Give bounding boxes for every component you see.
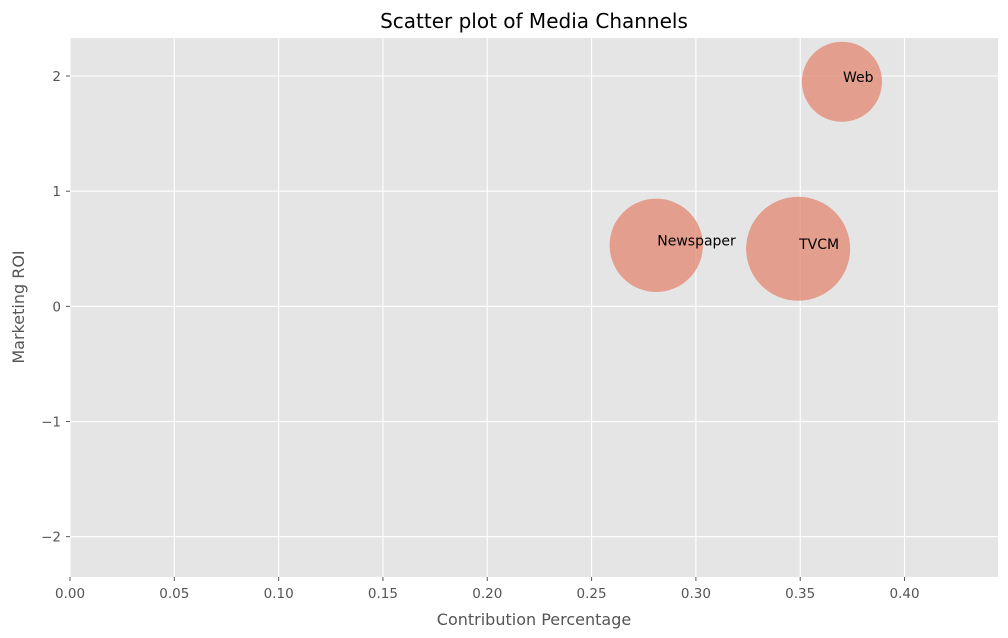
x-axis: 0.00 0.05 0.10 0.15 0.20 0.25 0.30 0.35 0.40 [55,577,920,602]
y-tick-label: −2 [41,530,61,546]
plot-area [70,38,998,577]
x-tick-label: 0.25 [577,586,607,602]
y-tick-label: 2 [52,69,61,85]
x-tick-label: 0.20 [472,586,502,602]
y-tick-label: −1 [41,415,61,431]
x-tick-label: 0.30 [681,586,711,602]
bubble-labels: Newspaper TVCM Web [657,70,873,253]
bubble-newspaper [609,198,703,292]
bubble-label-web: Web [843,70,874,86]
bubbles [609,41,882,301]
y-tick-label: 0 [52,299,61,315]
x-tick-label: 0.05 [159,586,189,602]
bubble-label-tvcm: TVCM [798,237,839,253]
x-tick-label: 0.35 [785,586,815,602]
x-axis-label: Contribution Percentage [437,610,631,629]
x-tick-label: 0.10 [264,586,294,602]
x-tick-label: 0.00 [55,586,85,602]
bubble-web [801,41,882,122]
y-tick-label: 1 [52,184,61,200]
y-axis: −2 −1 0 1 2 [41,69,70,546]
chart-title: Scatter plot of Media Channels [380,9,688,33]
x-tick-label: 0.40 [890,586,920,602]
bubble-tvcm [746,196,851,301]
bubble-label-newspaper: Newspaper [657,233,736,249]
y-axis-label: Marketing ROI [9,250,28,363]
x-tick-label: 0.15 [368,586,398,602]
